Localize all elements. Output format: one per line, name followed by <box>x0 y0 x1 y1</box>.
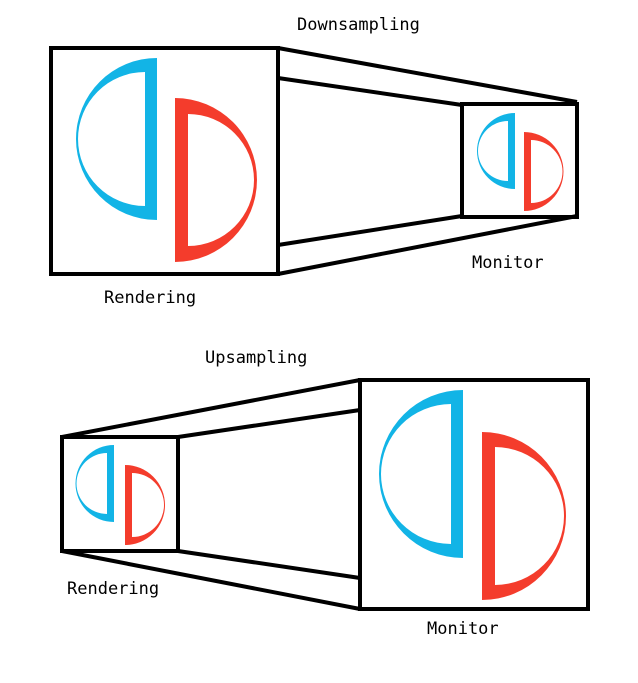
upsampling-title: Upsampling <box>205 348 307 368</box>
rendering-frame-large <box>49 46 280 276</box>
blue-half-d-icon <box>76 58 157 220</box>
projection-line-top-inner <box>177 408 361 439</box>
downsampling-title: Downsampling <box>297 15 420 35</box>
logo-large <box>76 58 257 262</box>
downsampling-rendering-label: Rendering <box>104 288 196 308</box>
blue-half-d-icon <box>379 390 463 558</box>
logo-large-monitor <box>379 390 566 600</box>
projection-line-bottom-inner <box>177 549 361 580</box>
blue-half-d-icon <box>477 113 515 189</box>
rendering-frame-small <box>60 435 180 553</box>
red-half-d-icon <box>524 132 564 211</box>
red-half-d-icon <box>125 465 165 545</box>
monitor-frame-large <box>358 378 590 611</box>
projection-line-bottom-outer <box>277 214 578 276</box>
projection-line-top-outer <box>277 46 578 104</box>
upsampling-monitor-label: Monitor <box>427 619 499 639</box>
downsampling-projection-lines <box>277 46 578 276</box>
upsampling-section: Upsampling Rendering Monitor <box>60 348 590 639</box>
upsampling-projection-lines <box>61 378 361 611</box>
logo-small-rendering <box>75 445 165 545</box>
downsampling-section: Downsampling Rendering Monitor <box>49 15 579 308</box>
downsampling-monitor-label: Monitor <box>472 253 544 273</box>
blue-half-d-icon <box>75 445 114 522</box>
projection-line-top-inner <box>277 76 463 107</box>
projection-line-top-outer <box>61 378 361 439</box>
red-half-d-icon <box>482 432 566 600</box>
red-half-d-icon <box>175 98 257 262</box>
upsampling-rendering-label: Rendering <box>67 579 159 599</box>
projection-line-bottom-outer <box>61 549 361 611</box>
logo-small-monitor <box>477 113 564 211</box>
monitor-frame-small <box>460 102 579 219</box>
projection-line-bottom-inner <box>277 214 463 247</box>
